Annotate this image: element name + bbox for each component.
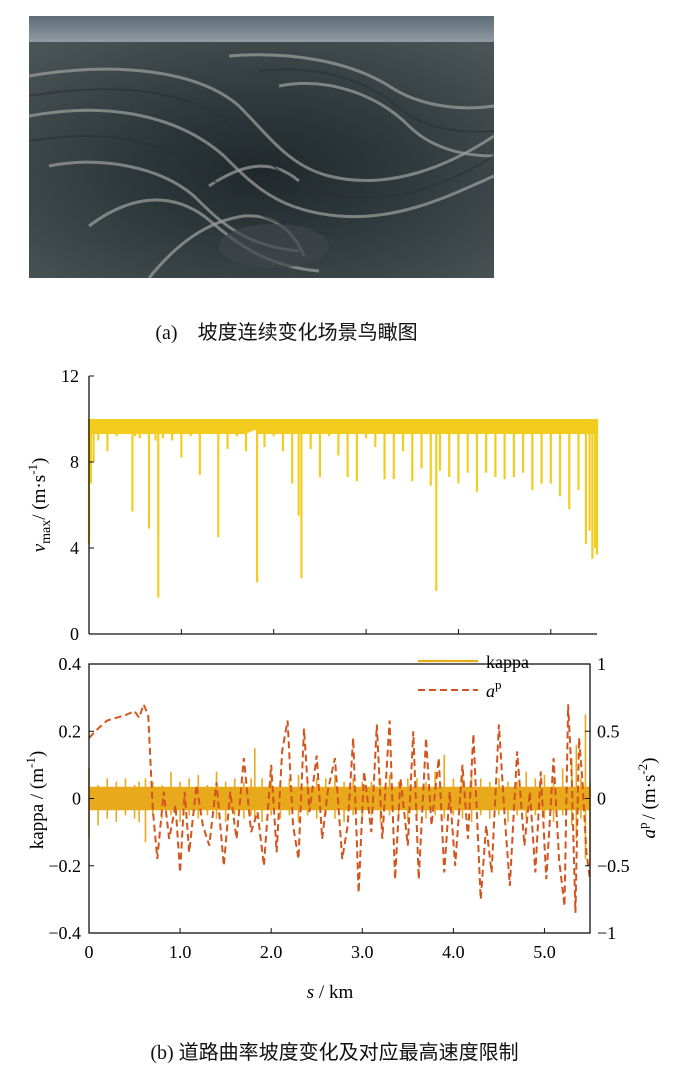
kappa-y-tick-label: −0.2	[48, 856, 81, 876]
ap-y-tick-label: 0.5	[597, 721, 620, 741]
x-tick-label: 1.0	[169, 942, 192, 962]
x-tick-label: 5.0	[533, 942, 556, 962]
legend-kappa-label: kappa	[486, 652, 529, 672]
x-tick-label: 3.0	[351, 942, 374, 962]
kappa-ap-chart: −0.4 −0.2 0 0.2 0.4 −1 −0.5 0 0.5 1 0 1.0 2.0 3.0 4.0 5…	[23, 652, 660, 1003]
caption-b: (b) 道路曲率坡度变化及对应最高速度限制	[150, 1042, 519, 1064]
kappa-y-tick-label: 0.2	[59, 721, 82, 741]
ap-y-tick-label: −1	[597, 923, 616, 943]
x-axis-label: s / km	[307, 982, 354, 1003]
vmax-y-tick-label: 8	[70, 452, 79, 472]
x-tick-label: 4.0	[442, 942, 465, 962]
kappa-y-axis-label: kappa / (m-1)	[23, 751, 48, 849]
kappa-y-tick-label: 0	[72, 789, 81, 809]
ap-y-tick-label: 0	[597, 789, 606, 809]
vmax-chart: 0 4 8 12 vmax/ (m·s-1)	[25, 366, 599, 644]
mine-aerial-photo	[29, 16, 494, 278]
x-tick-label: 0	[85, 942, 94, 962]
kappa-y-tick-label: 0.4	[59, 654, 82, 674]
vmax-y-tick-label: 4	[70, 538, 79, 558]
x-tick-label: 2.0	[260, 942, 283, 962]
caption-a: (a) 坡度连续变化场景鸟瞰图	[155, 322, 418, 344]
kappa-y-tick-label: −0.4	[48, 923, 81, 943]
vmax-band	[89, 419, 597, 435]
legend: kappa ap	[418, 652, 529, 701]
vmax-y-tick-label: 0	[70, 624, 79, 644]
ap-y-tick-label: 1	[597, 654, 606, 674]
vmax-y-axis-label: vmax/ (m·s-1)	[25, 458, 54, 553]
ap-y-tick-label: −0.5	[597, 856, 630, 876]
vmax-y-tick-label: 12	[61, 366, 79, 386]
ap-y-axis-label: ap/ (m·s-2)	[635, 757, 660, 838]
legend-ap-label: ap	[486, 677, 502, 701]
